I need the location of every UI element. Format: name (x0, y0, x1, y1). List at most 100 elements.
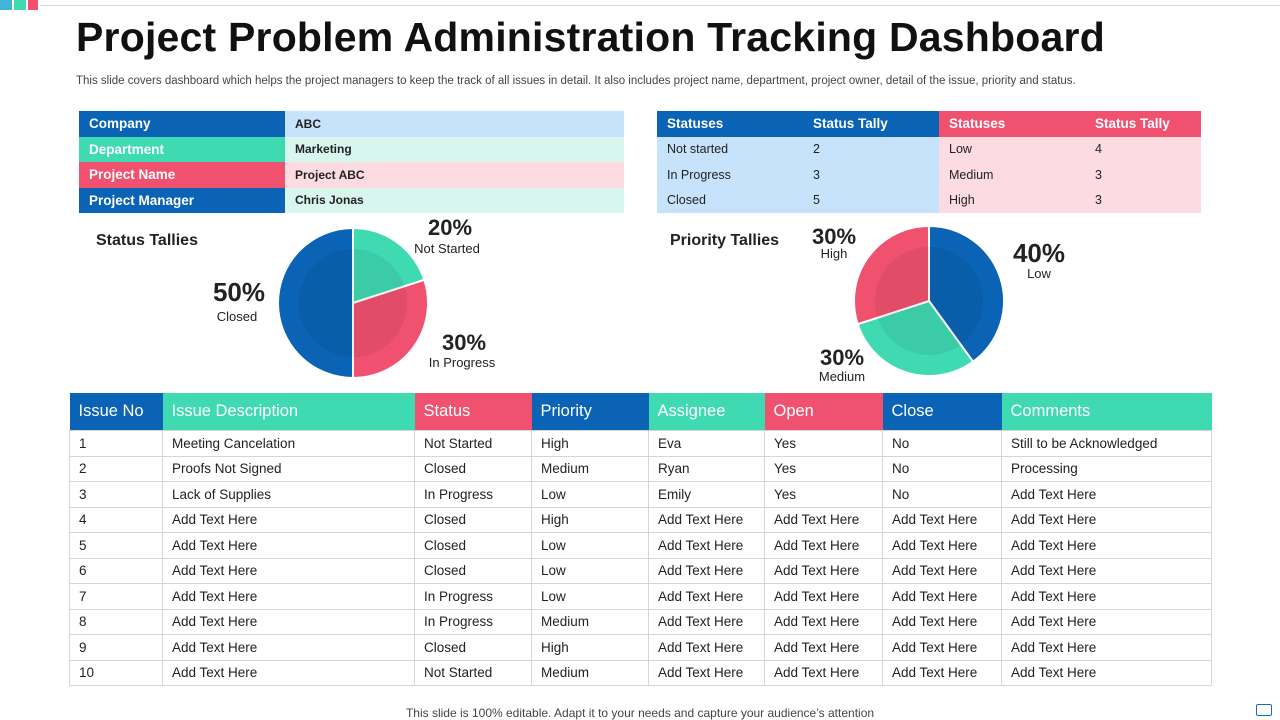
status-cell: 3 (1085, 162, 1201, 188)
pie-inner-shade (875, 247, 983, 355)
table-cell: Add Text Here (162, 557, 415, 584)
table-cell: 7 (69, 583, 163, 610)
page-title: Project Problem Administration Tracking … (76, 14, 1105, 60)
table-cell: 5 (69, 532, 163, 559)
info-key: Project Manager (79, 187, 285, 213)
table-cell: Add Text Here (648, 659, 765, 686)
table-cell: In Progress (414, 481, 532, 508)
status-cell: 2 (803, 136, 939, 162)
pie-slice-label: Closed (216, 309, 258, 324)
table-cell: In Progress (414, 608, 532, 635)
table-cell: 8 (69, 608, 163, 635)
pie-pct-label: 30% (441, 330, 487, 355)
monitor-icon (1256, 704, 1272, 716)
table-cell: Add Text Here (882, 532, 1002, 559)
table-cell: Closed (414, 557, 532, 584)
pie-slice-not-started (352, 226, 426, 305)
table-cell: Add Text Here (1001, 506, 1212, 533)
table-cell: Add Text Here (648, 583, 765, 610)
info-row: Project Manager Chris Jonas (79, 187, 624, 213)
table-cell: In Progress (414, 583, 532, 610)
status-cell: Medium (939, 162, 1085, 188)
table-cell: Low (531, 481, 649, 508)
corner-accent-green (14, 0, 26, 10)
info-row: Project Name Project ABC (79, 162, 624, 188)
corner-accent-red (28, 0, 38, 10)
pie-slice-label: Not Started (414, 241, 480, 256)
corner-accent-blue (0, 0, 12, 10)
table-cell: Add Text Here (648, 532, 765, 559)
table-cell: Eva (648, 430, 765, 457)
table-cell: Yes (764, 481, 883, 508)
column-header: Status Tally (803, 111, 939, 137)
table-cell: Add Text Here (1001, 583, 1212, 610)
pie-pct-label: 20% (427, 215, 473, 240)
issues-table: Issue No Issue Description Status Priori… (69, 393, 1212, 686)
table-cell: Add Text Here (764, 532, 883, 559)
table-cell: Add Text Here (648, 557, 765, 584)
pie-pct-label: 40% (1012, 238, 1066, 268)
pie-pct-label: 30% (819, 345, 865, 370)
table-cell: Add Text Here (162, 506, 415, 533)
pie-pct-label: 50% (212, 277, 266, 307)
footer-note: This slide is 100% editable. Adapt it to… (405, 706, 875, 720)
info-row: Department Marketing (79, 136, 624, 162)
table-cell: Closed (414, 455, 532, 482)
table-row: 5 Add Text Here Closed Low Add Text Here Add … (69, 532, 1212, 559)
status-cell: In Progress (657, 162, 803, 188)
pie-slice-label: Low (1027, 266, 1051, 281)
pie-slice-closed (277, 226, 354, 380)
table-cell: 1 (69, 430, 163, 457)
info-value: Project ABC (285, 162, 624, 188)
table-cell: Add Text Here (1001, 659, 1212, 686)
table-cell: Add Text Here (882, 506, 1002, 533)
page-subtitle: This slide covers dashboard which helps … (76, 75, 1076, 87)
table-cell: Add Text Here (882, 634, 1002, 661)
status-cell: Closed (657, 187, 803, 213)
table-cell: Add Text Here (162, 659, 415, 686)
project-info-table: Company ABC Department Marketing Project… (79, 111, 624, 213)
table-cell: Low (531, 583, 649, 610)
table-cell: Proofs Not Signed (162, 455, 415, 482)
table-cell: Medium (531, 659, 649, 686)
table-cell: 3 (69, 481, 163, 508)
table-row: 1 Meeting Cancelation Not Started High Eva Ye… (69, 430, 1212, 457)
table-cell: Add Text Here (764, 634, 883, 661)
column-header: Comments (1001, 393, 1212, 431)
column-header: Open (764, 393, 883, 431)
priority-chart-title: Priority Tallies (670, 232, 780, 249)
pie-slice-in-progress (352, 278, 429, 380)
table-cell: Add Text Here (882, 659, 1002, 686)
table-cell: 10 (69, 659, 163, 686)
status-cell: 4 (1085, 136, 1201, 162)
table-cell: Add Text Here (764, 557, 883, 584)
column-header: Close (882, 393, 1002, 431)
table-cell: Emily (648, 481, 765, 508)
status-tally-table: Statuses Status Tally Statuses Status Ta… (657, 111, 1201, 213)
table-cell: Add Text Here (1001, 557, 1212, 584)
table-cell: Closed (414, 634, 532, 661)
pie-slice-label: In Progress (428, 355, 496, 370)
table-cell: Not Started (414, 430, 532, 457)
column-header: Statuses (939, 111, 1085, 137)
pie-slice-low (928, 224, 1005, 364)
status-cell: 3 (803, 162, 939, 188)
status-cell: 3 (1085, 187, 1201, 213)
pie-slice-medium (856, 299, 975, 377)
pie-slice-label: Medium (818, 369, 866, 384)
pie-inner-shade (299, 249, 407, 357)
table-cell: Add Text Here (1001, 532, 1212, 559)
column-header: Statuses (657, 111, 803, 137)
status-cell: High (939, 187, 1085, 213)
pie-pct-label: 30% (811, 224, 857, 249)
table-row: 10 Add Text Here Not Started Medium Add Text… (69, 659, 1212, 686)
table-cell: Add Text Here (764, 583, 883, 610)
table-cell: Add Text Here (162, 532, 415, 559)
table-cell: Closed (414, 532, 532, 559)
column-header: Issue Description (162, 393, 415, 431)
pie-slice-label: High (820, 246, 848, 261)
table-cell: Still to be Acknowledged (1001, 430, 1212, 457)
table-cell: No (882, 481, 1002, 508)
table-row: 2 Proofs Not Signed Closed Medium Ryan Yes No P… (69, 455, 1212, 482)
table-cell: Low (531, 557, 649, 584)
